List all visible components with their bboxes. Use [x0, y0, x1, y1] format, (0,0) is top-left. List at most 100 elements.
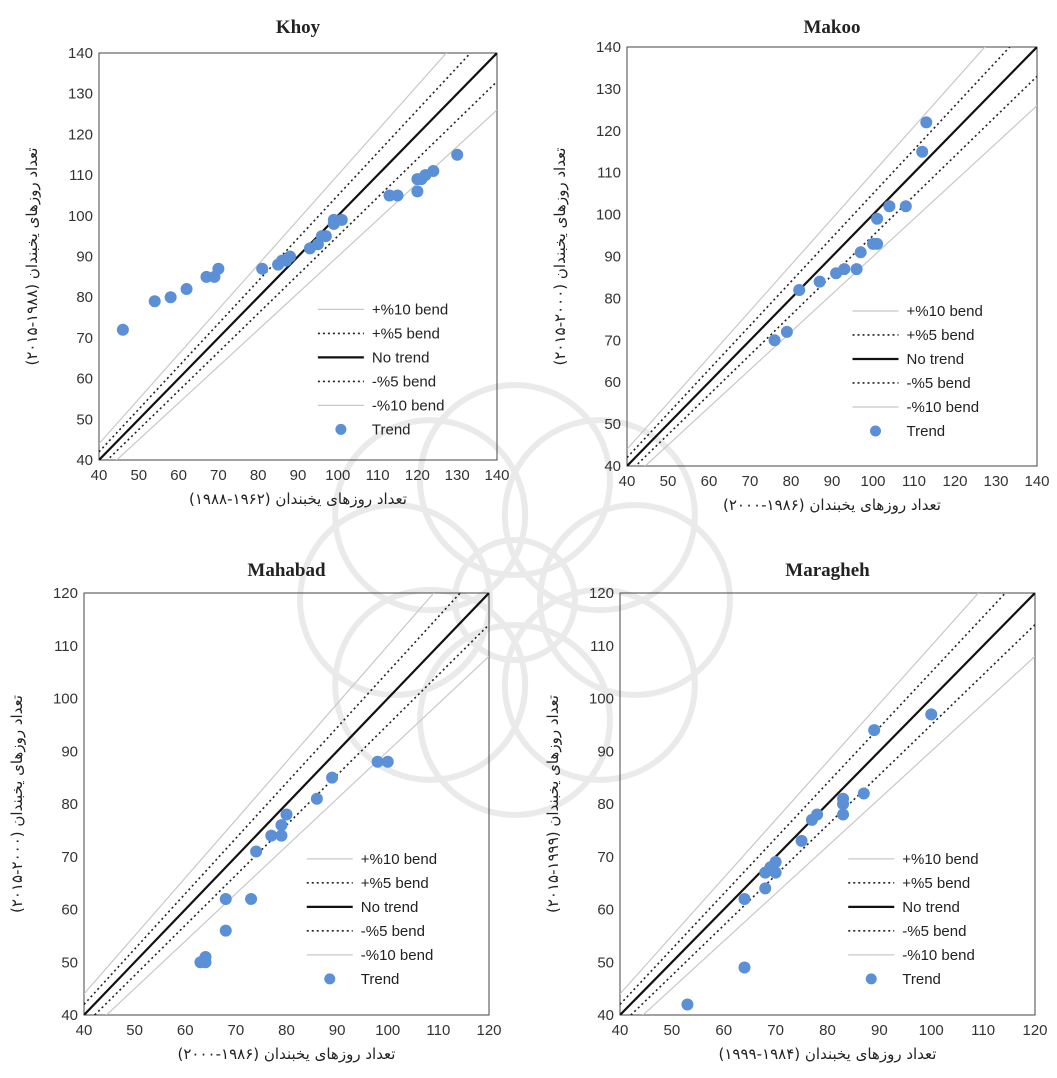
y-tick-label: 60: [61, 902, 78, 919]
y-tick-label: 100: [68, 208, 93, 225]
legend-entry: Trend: [361, 971, 400, 988]
x-tick-label: 70: [767, 1022, 784, 1039]
x-tick-label: 40: [91, 467, 108, 484]
x-tick-label: 60: [177, 1022, 194, 1039]
plus-10-bend-line: [84, 593, 435, 995]
x-tick-label: 90: [290, 467, 307, 484]
x-tick-label: 90: [871, 1022, 888, 1039]
legend: +%10 bend +%5 bend No trend -%5 bend -%10 be…: [317, 301, 448, 438]
y-tick-label: 80: [597, 796, 614, 813]
data-point: [854, 246, 867, 259]
plot-frame: [83, 592, 490, 1016]
data-point: [451, 148, 464, 161]
data-point: [148, 295, 161, 308]
y-tick-label: 110: [69, 167, 93, 184]
legend-entry: +%5 bend: [372, 325, 440, 342]
data-point: [280, 808, 293, 821]
data-point: [335, 213, 348, 226]
y-tick-label: 140: [68, 45, 93, 62]
data-point: [199, 956, 212, 969]
y-tick-label: 120: [53, 585, 78, 602]
legend-entry: -%10 bend: [907, 399, 980, 416]
y-tick-label: 50: [76, 411, 93, 428]
chart-panel-2: 40 50 60 70 80 90 100 110 120 40 50 60 70 80 90 100 110 1…: [8, 560, 502, 1063]
y-tick-label: 70: [61, 849, 78, 866]
y-axis-label: تعداد روزهای یخبندان (۱۹۸۸-۲۰۱۵): [23, 148, 41, 366]
y-tick-label: 60: [604, 374, 621, 391]
x-tick-label: 120: [405, 467, 430, 484]
no-trend-line: [620, 593, 1035, 1015]
plot-frame: [626, 46, 1038, 467]
data-point: [899, 200, 912, 213]
legend-entry: No trend: [361, 899, 419, 916]
data-point: [916, 145, 929, 158]
data-point: [180, 283, 193, 296]
x-tick-label: 50: [664, 1022, 681, 1039]
y-tick-label: 130: [68, 86, 93, 103]
x-axis-label: تعداد روزهای یخبندان (۱۹۸۶-۲۰۰۰): [178, 1045, 396, 1063]
legend-entry: Trend: [902, 971, 941, 988]
data-point: [871, 237, 884, 250]
x-tick-label: 80: [278, 1022, 295, 1039]
data-point: [768, 334, 781, 347]
legend-entry: +%10 bend: [902, 851, 978, 868]
legend-swatch: [324, 973, 336, 985]
y-tick-label: 120: [589, 585, 614, 602]
legend-entry: +%5 bend: [361, 875, 429, 892]
chart-panel-3: 40 50 60 70 80 90 100 110 120 40 50 60 70 80 90 100 110 1…: [544, 560, 1048, 1063]
data-point: [116, 323, 129, 336]
x-tick-label: 140: [484, 467, 509, 484]
data-point: [310, 792, 323, 805]
legend: +%10 bend +%5 bend No trend -%5 bend -%10 be…: [848, 851, 979, 988]
x-tick-label: 40: [612, 1022, 629, 1039]
legend-entry: -%10 bend: [361, 947, 434, 964]
x-tick-label: 100: [375, 1022, 400, 1039]
y-tick-label: 90: [76, 249, 93, 266]
no-trend-line: [99, 53, 497, 460]
y-tick-label: 50: [604, 416, 621, 433]
data-point: [381, 755, 394, 768]
chart-title: Maragheh: [785, 560, 870, 581]
data-point: [920, 116, 933, 129]
plus-10-bend-line: [627, 47, 986, 450]
x-tick-label: 40: [76, 1022, 93, 1039]
y-tick-label: 80: [61, 796, 78, 813]
watermark-logo: [297, 382, 733, 818]
x-tick-label: 120: [476, 1022, 501, 1039]
data-point: [850, 263, 863, 276]
data-point: [427, 165, 440, 178]
x-tick-label: 100: [919, 1022, 944, 1039]
y-tick-label: 140: [596, 39, 621, 56]
data-point: [371, 755, 384, 768]
x-axis-label: تعداد روزهای یخبندان (۱۹۶۲-۱۹۸۸): [189, 490, 407, 508]
legend-entry: -%10 bend: [902, 947, 975, 964]
legend-entry: -%5 bend: [907, 375, 971, 392]
no-trend-line: [627, 47, 1037, 466]
x-tick-label: 80: [250, 467, 267, 484]
legend-entry: -%10 bend: [372, 397, 445, 414]
chart-panel-0: 40 50 60 70 80 90 100 110 120 130 140 40 50 60 70 80 90 1…: [23, 17, 510, 508]
legend-entry: +%10 bend: [372, 301, 448, 318]
data-point: [868, 724, 881, 737]
x-tick-label: 100: [325, 467, 350, 484]
y-tick-label: 70: [76, 330, 93, 347]
chart-title: Mahabad: [247, 560, 326, 581]
minus-5-bend-line: [629, 624, 1035, 1015]
legend: +%10 bend +%5 bend No trend -%5 bend -%10 be…: [852, 303, 983, 440]
legend: +%10 bend +%5 bend No trend -%5 bend -%10 be…: [306, 851, 437, 988]
chart-title: Makoo: [804, 17, 861, 38]
x-tick-label: 110: [971, 1022, 995, 1039]
x-tick-label: 90: [329, 1022, 346, 1039]
y-tick-label: 70: [604, 332, 621, 349]
data-point: [925, 708, 938, 721]
x-tick-label: 60: [715, 1022, 732, 1039]
x-tick-label: 110: [366, 467, 390, 484]
x-tick-label: 100: [860, 473, 885, 490]
x-tick-label: 70: [228, 1022, 245, 1039]
data-point: [265, 829, 278, 842]
no-trend-line: [84, 593, 489, 1015]
x-tick-label: 50: [126, 1022, 143, 1039]
legend-swatch: [870, 425, 881, 437]
data-point: [769, 866, 782, 879]
y-tick-label: 100: [53, 691, 78, 708]
